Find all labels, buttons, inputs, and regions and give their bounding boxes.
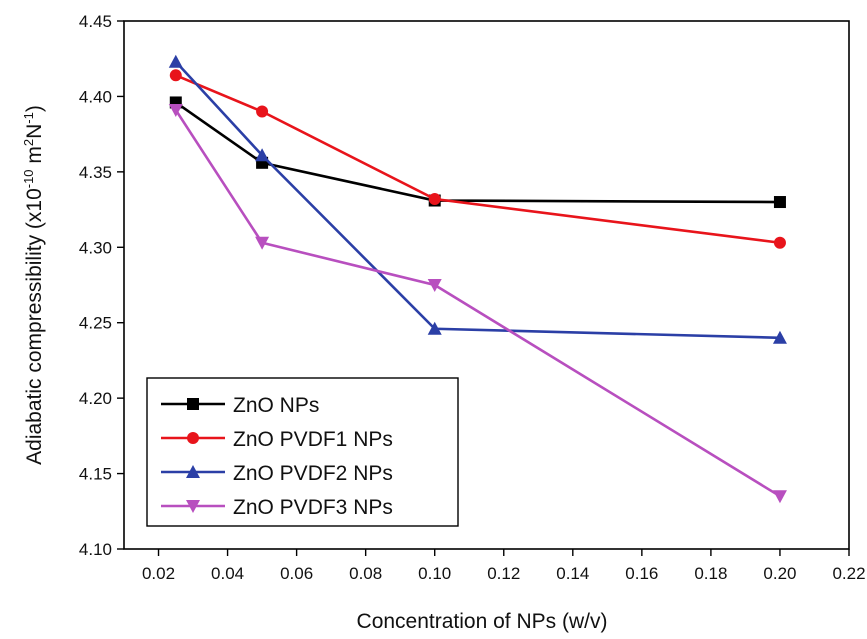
legend-marker-zno-pvdf1-nps — [187, 432, 199, 444]
legend-label-zno-nps: ZnO NPs — [233, 394, 319, 417]
y-tick-label: 4.20 — [79, 389, 112, 408]
x-tick-label: 0.14 — [556, 564, 589, 583]
x-tick-label: 0.16 — [625, 564, 658, 583]
data-point-zno-pvdf1-nps — [428, 193, 441, 206]
legend-label-zno-pvdf1-nps: ZnO PVDF1 NPs — [233, 428, 393, 451]
y-tick-label: 4.45 — [79, 12, 112, 31]
data-point-zno-pvdf2-nps — [168, 54, 183, 68]
data-point-zno-pvdf2-nps — [427, 321, 442, 335]
y-tick-label: 4.30 — [79, 238, 112, 257]
legend-label-zno-pvdf3-nps: ZnO PVDF3 NPs — [233, 496, 393, 519]
y-tick-label: 4.40 — [79, 87, 112, 106]
y-axis-title-mid: m — [23, 146, 46, 169]
legend-marker-zno-nps — [187, 398, 199, 410]
y-axis-title: Adiabatic compressibility (x10-10 m2N-1) — [21, 105, 46, 465]
series-line-zno-pvdf2-nps — [174, 60, 780, 340]
y-axis-title-exp3: -1 — [21, 112, 36, 124]
y-tick-label: 4.35 — [79, 163, 112, 182]
x-axis-title: Concentration of NPs (w/v) — [357, 610, 608, 633]
series-line-zno-pvdf1-nps — [175, 74, 781, 245]
y-axis-title-unit2: N — [23, 124, 46, 139]
x-tick-label: 0.04 — [211, 564, 244, 583]
y-tick-label: 4.10 — [79, 540, 112, 559]
data-point-zno-pvdf2-nps — [255, 148, 270, 162]
x-tick-label: 0.08 — [349, 564, 382, 583]
x-tick-label: 0.06 — [280, 564, 313, 583]
y-axis-title-exp1: -10 — [21, 169, 36, 188]
plot-frame — [123, 20, 850, 550]
y-tick-label: 4.15 — [79, 465, 112, 484]
data-point-zno-pvdf1-nps — [773, 236, 786, 249]
y-axis-title-prefix: Adiabatic compressibility (x10 — [23, 188, 46, 465]
data-point-zno-pvdf3-nps — [427, 279, 442, 292]
series-line-zno-pvdf3-nps — [174, 109, 781, 498]
y-tick-label: 4.25 — [79, 314, 112, 333]
x-tick-label: 0.12 — [487, 564, 520, 583]
series-zno-pvdf3-nps — [168, 104, 787, 504]
data-point-zno-pvdf2-nps — [772, 330, 787, 344]
x-tick-label: 0.18 — [694, 564, 727, 583]
axis-ticks: 0.02 0.04 0.06 0.08 0.10 0.12 0.14 0.16 0.18 0.20… — [79, 12, 866, 583]
data-point-zno-pvdf3-nps — [255, 236, 270, 250]
legend: ZnO NPs ZnO PVDF1 NPs ZnO PVDF2 NPs ZnO PVD… — [146, 377, 459, 527]
axes — [123, 20, 850, 550]
series-zno-pvdf1-nps — [169, 69, 786, 249]
y-axis-title-exp2: 2 — [21, 139, 36, 146]
data-point-zno-pvdf1-nps — [256, 105, 269, 118]
x-tick-label: 0.22 — [832, 564, 865, 583]
series-line-zno-nps — [175, 101, 780, 204]
legend-marker-zno-pvdf2-nps — [186, 465, 200, 478]
legend-label-zno-pvdf2-nps: ZnO PVDF2 NPs — [233, 462, 393, 485]
series-zno-pvdf2-nps — [168, 54, 787, 344]
y-axis-title-suffix: ) — [23, 105, 46, 112]
x-tick-label: 0.20 — [763, 564, 796, 583]
x-tick-label: 0.02 — [142, 564, 175, 583]
legend-marker-zno-pvdf3-nps — [186, 500, 200, 513]
series-group — [168, 54, 787, 504]
data-point-zno-pvdf3-nps — [772, 490, 787, 504]
x-tick-label: 0.10 — [418, 564, 451, 583]
data-point-zno-pvdf3-nps — [168, 104, 183, 118]
data-point-zno-pvdf1-nps — [169, 69, 182, 82]
data-point-zno-nps — [773, 196, 786, 209]
